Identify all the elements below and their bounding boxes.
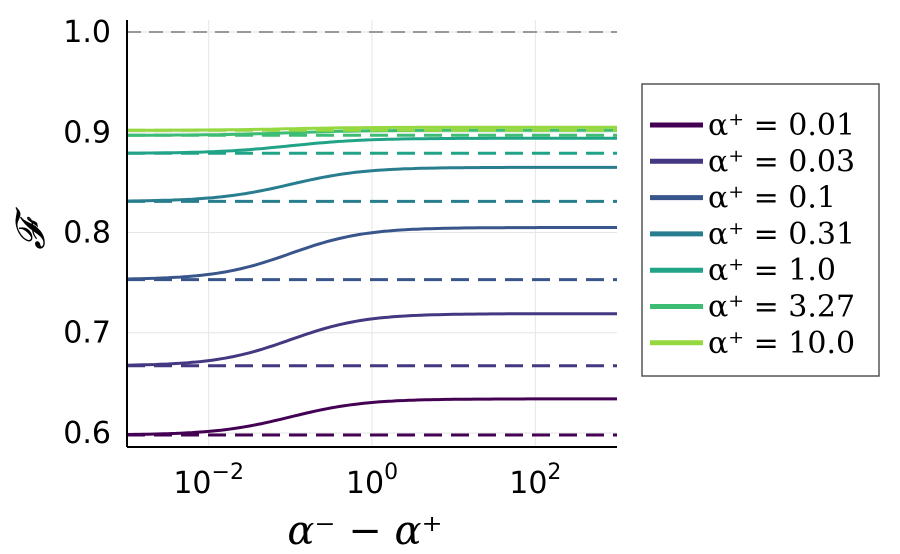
x-tick-label: 100 (346, 460, 398, 501)
axes (126, 20, 617, 448)
y-tick-label: 0.7 (63, 316, 111, 351)
series-line-0-1 (126, 226, 617, 281)
series-line-0-01 (127, 397, 617, 436)
y-axis-label: 𝓕 (8, 207, 54, 250)
legend-label-0-31: α⁺ = 0.31 (708, 217, 855, 252)
legend-label-1-0: α⁺ = 1.0 (708, 253, 836, 288)
series-line-1-0 (127, 136, 617, 155)
y-tick-label: 0.8 (63, 215, 111, 250)
legend-label-0-01: α⁺ = 0.01 (708, 108, 855, 143)
legend: α⁺ = 0.01α⁺ = 0.03α⁺ = 0.1α⁺ = 0.31α⁺ = … (641, 83, 880, 377)
x-tick-label: 10−2 (173, 460, 244, 501)
legend-label-0-1: α⁺ = 0.1 (708, 181, 836, 216)
y-tick-label: 0.9 (63, 115, 111, 150)
series-line-0-31 (127, 165, 617, 203)
y-tick-label: 0.6 (63, 416, 111, 451)
series-line-0-03 (126, 312, 617, 367)
legend-box (641, 83, 880, 377)
tick-labels: 0.6 0.7 0.8 0.9 1.0 10−2 100 102 (63, 15, 561, 501)
x-tick-label: 102 (509, 460, 561, 501)
y-tick-label: 1.0 (63, 15, 111, 50)
x-axis-label: α⁻ − α⁺ (287, 508, 442, 554)
series-group (126, 125, 617, 437)
legend-label-10-0: α⁺ = 10.0 (708, 326, 855, 361)
legend-label-0-03: α⁺ = 0.03 (708, 144, 855, 179)
series-line-10-0 (127, 125, 617, 132)
legend-label-3-27: α⁺ = 3.27 (708, 290, 855, 325)
